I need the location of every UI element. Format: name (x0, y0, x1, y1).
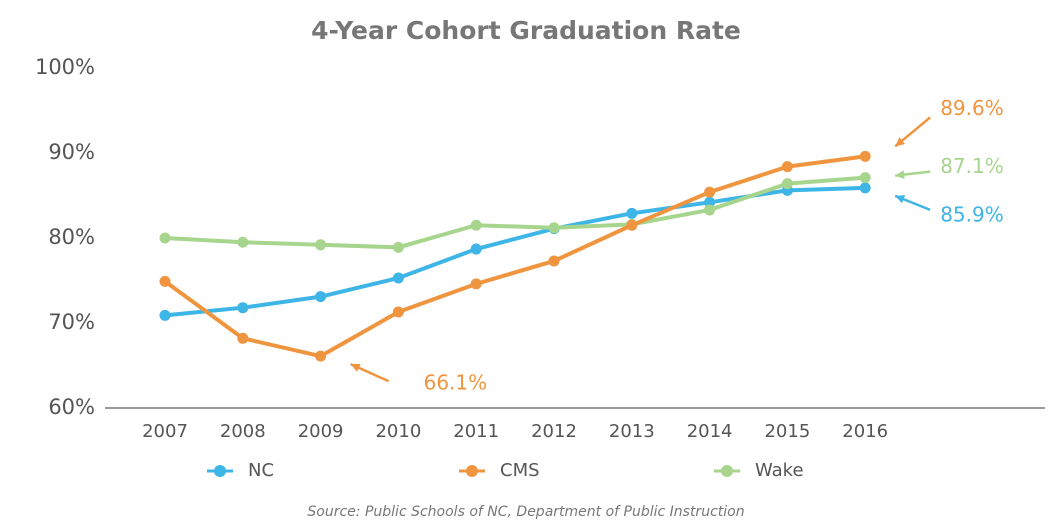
data-label: 89.6% (940, 96, 1004, 120)
data-point (237, 236, 249, 248)
x-tick-label: 2008 (220, 421, 266, 442)
data-point (159, 275, 171, 287)
legend-marker (466, 465, 478, 477)
y-tick-label: 80% (48, 225, 95, 249)
data-label: 66.1% (424, 371, 488, 395)
data-point (859, 182, 871, 194)
chart-title: 4-Year Cohort Graduation Rate (311, 16, 741, 45)
data-label: 87.1% (940, 154, 1004, 178)
data-point (315, 350, 327, 362)
data-point (392, 241, 404, 253)
data-point (315, 291, 327, 303)
x-tick-label: 2011 (453, 421, 499, 442)
legend-label: NC (248, 460, 274, 481)
x-tick-label: 2014 (687, 421, 733, 442)
data-point (704, 204, 716, 216)
legend-label: CMS (500, 460, 540, 481)
data-point (859, 172, 871, 184)
data-point (159, 309, 171, 321)
x-tick-label: 2009 (298, 421, 344, 442)
data-point (159, 232, 171, 244)
data-point (470, 278, 482, 290)
data-point (859, 150, 871, 162)
legend-label: Wake (755, 460, 804, 481)
x-tick-label: 2010 (375, 421, 421, 442)
annotation-arrowhead (895, 195, 906, 204)
series-line (164, 175, 866, 250)
data-point (626, 219, 638, 231)
data-point (470, 219, 482, 231)
data-point (781, 178, 793, 190)
x-tick-label: 2012 (531, 421, 577, 442)
x-tick-label: 2007 (142, 421, 188, 442)
data-label: 85.9% (940, 202, 1004, 226)
data-point (548, 255, 560, 267)
legend-marker (214, 465, 226, 477)
series-line (164, 185, 866, 318)
annotation-arrowhead (895, 137, 905, 147)
x-tick-label: 2015 (764, 421, 810, 442)
data-point (704, 196, 716, 208)
data-point (548, 222, 560, 234)
annotation-arrowhead (895, 170, 905, 179)
y-tick-label: 70% (48, 310, 95, 334)
data-point (315, 239, 327, 251)
y-tick-label: 100% (35, 55, 95, 79)
data-point (704, 186, 716, 198)
legend-marker (721, 465, 733, 477)
data-point (781, 161, 793, 173)
x-tick-label: 2016 (842, 421, 888, 442)
series-line (163, 154, 866, 359)
data-point (626, 207, 638, 219)
data-point (392, 272, 404, 284)
x-tick-label: 2013 (609, 421, 655, 442)
y-tick-label: 60% (48, 395, 95, 419)
data-point (237, 302, 249, 314)
data-point (237, 332, 249, 344)
y-tick-label: 90% (48, 140, 95, 164)
annotation-arrowhead (350, 363, 361, 372)
data-point (392, 306, 404, 318)
source-note: Source: Public Schools of NC, Department… (307, 504, 744, 520)
data-point (470, 243, 482, 255)
